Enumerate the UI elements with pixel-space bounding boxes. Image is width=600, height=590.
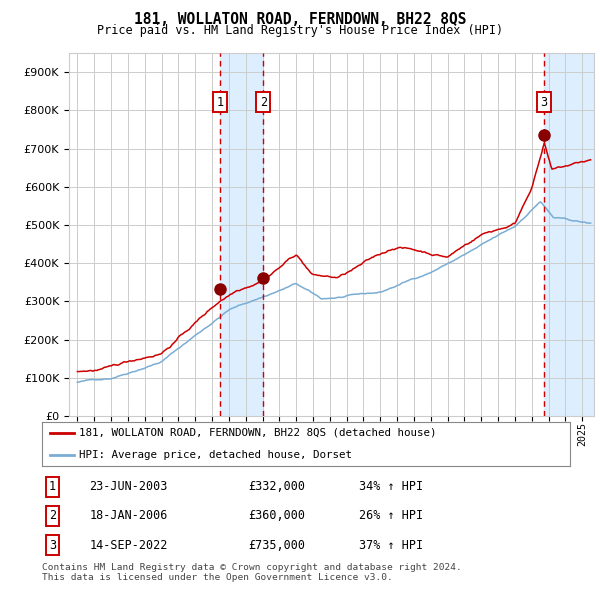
Text: 3: 3 xyxy=(49,539,56,552)
Bar xyxy=(544,53,594,416)
Bar xyxy=(220,53,263,416)
Text: 23-JUN-2003: 23-JUN-2003 xyxy=(89,480,168,493)
Text: 1: 1 xyxy=(49,480,56,493)
Text: Price paid vs. HM Land Registry's House Price Index (HPI): Price paid vs. HM Land Registry's House … xyxy=(97,24,503,37)
Text: 18-JAN-2006: 18-JAN-2006 xyxy=(89,509,168,523)
Text: 37% ↑ HPI: 37% ↑ HPI xyxy=(359,539,423,552)
Text: 2: 2 xyxy=(260,96,267,109)
Text: £332,000: £332,000 xyxy=(248,480,305,493)
Text: HPI: Average price, detached house, Dorset: HPI: Average price, detached house, Dors… xyxy=(79,450,352,460)
Text: 181, WOLLATON ROAD, FERNDOWN, BH22 8QS (detached house): 181, WOLLATON ROAD, FERNDOWN, BH22 8QS (… xyxy=(79,428,436,438)
Text: 1: 1 xyxy=(217,96,224,109)
Text: 34% ↑ HPI: 34% ↑ HPI xyxy=(359,480,423,493)
Text: 14-SEP-2022: 14-SEP-2022 xyxy=(89,539,168,552)
Text: Contains HM Land Registry data © Crown copyright and database right 2024.: Contains HM Land Registry data © Crown c… xyxy=(42,563,462,572)
Text: £360,000: £360,000 xyxy=(248,509,305,523)
Text: 2: 2 xyxy=(49,509,56,523)
Text: 26% ↑ HPI: 26% ↑ HPI xyxy=(359,509,423,523)
Text: £735,000: £735,000 xyxy=(248,539,305,552)
Text: This data is licensed under the Open Government Licence v3.0.: This data is licensed under the Open Gov… xyxy=(42,573,393,582)
Text: 181, WOLLATON ROAD, FERNDOWN, BH22 8QS: 181, WOLLATON ROAD, FERNDOWN, BH22 8QS xyxy=(134,12,466,27)
Text: 3: 3 xyxy=(540,96,547,109)
